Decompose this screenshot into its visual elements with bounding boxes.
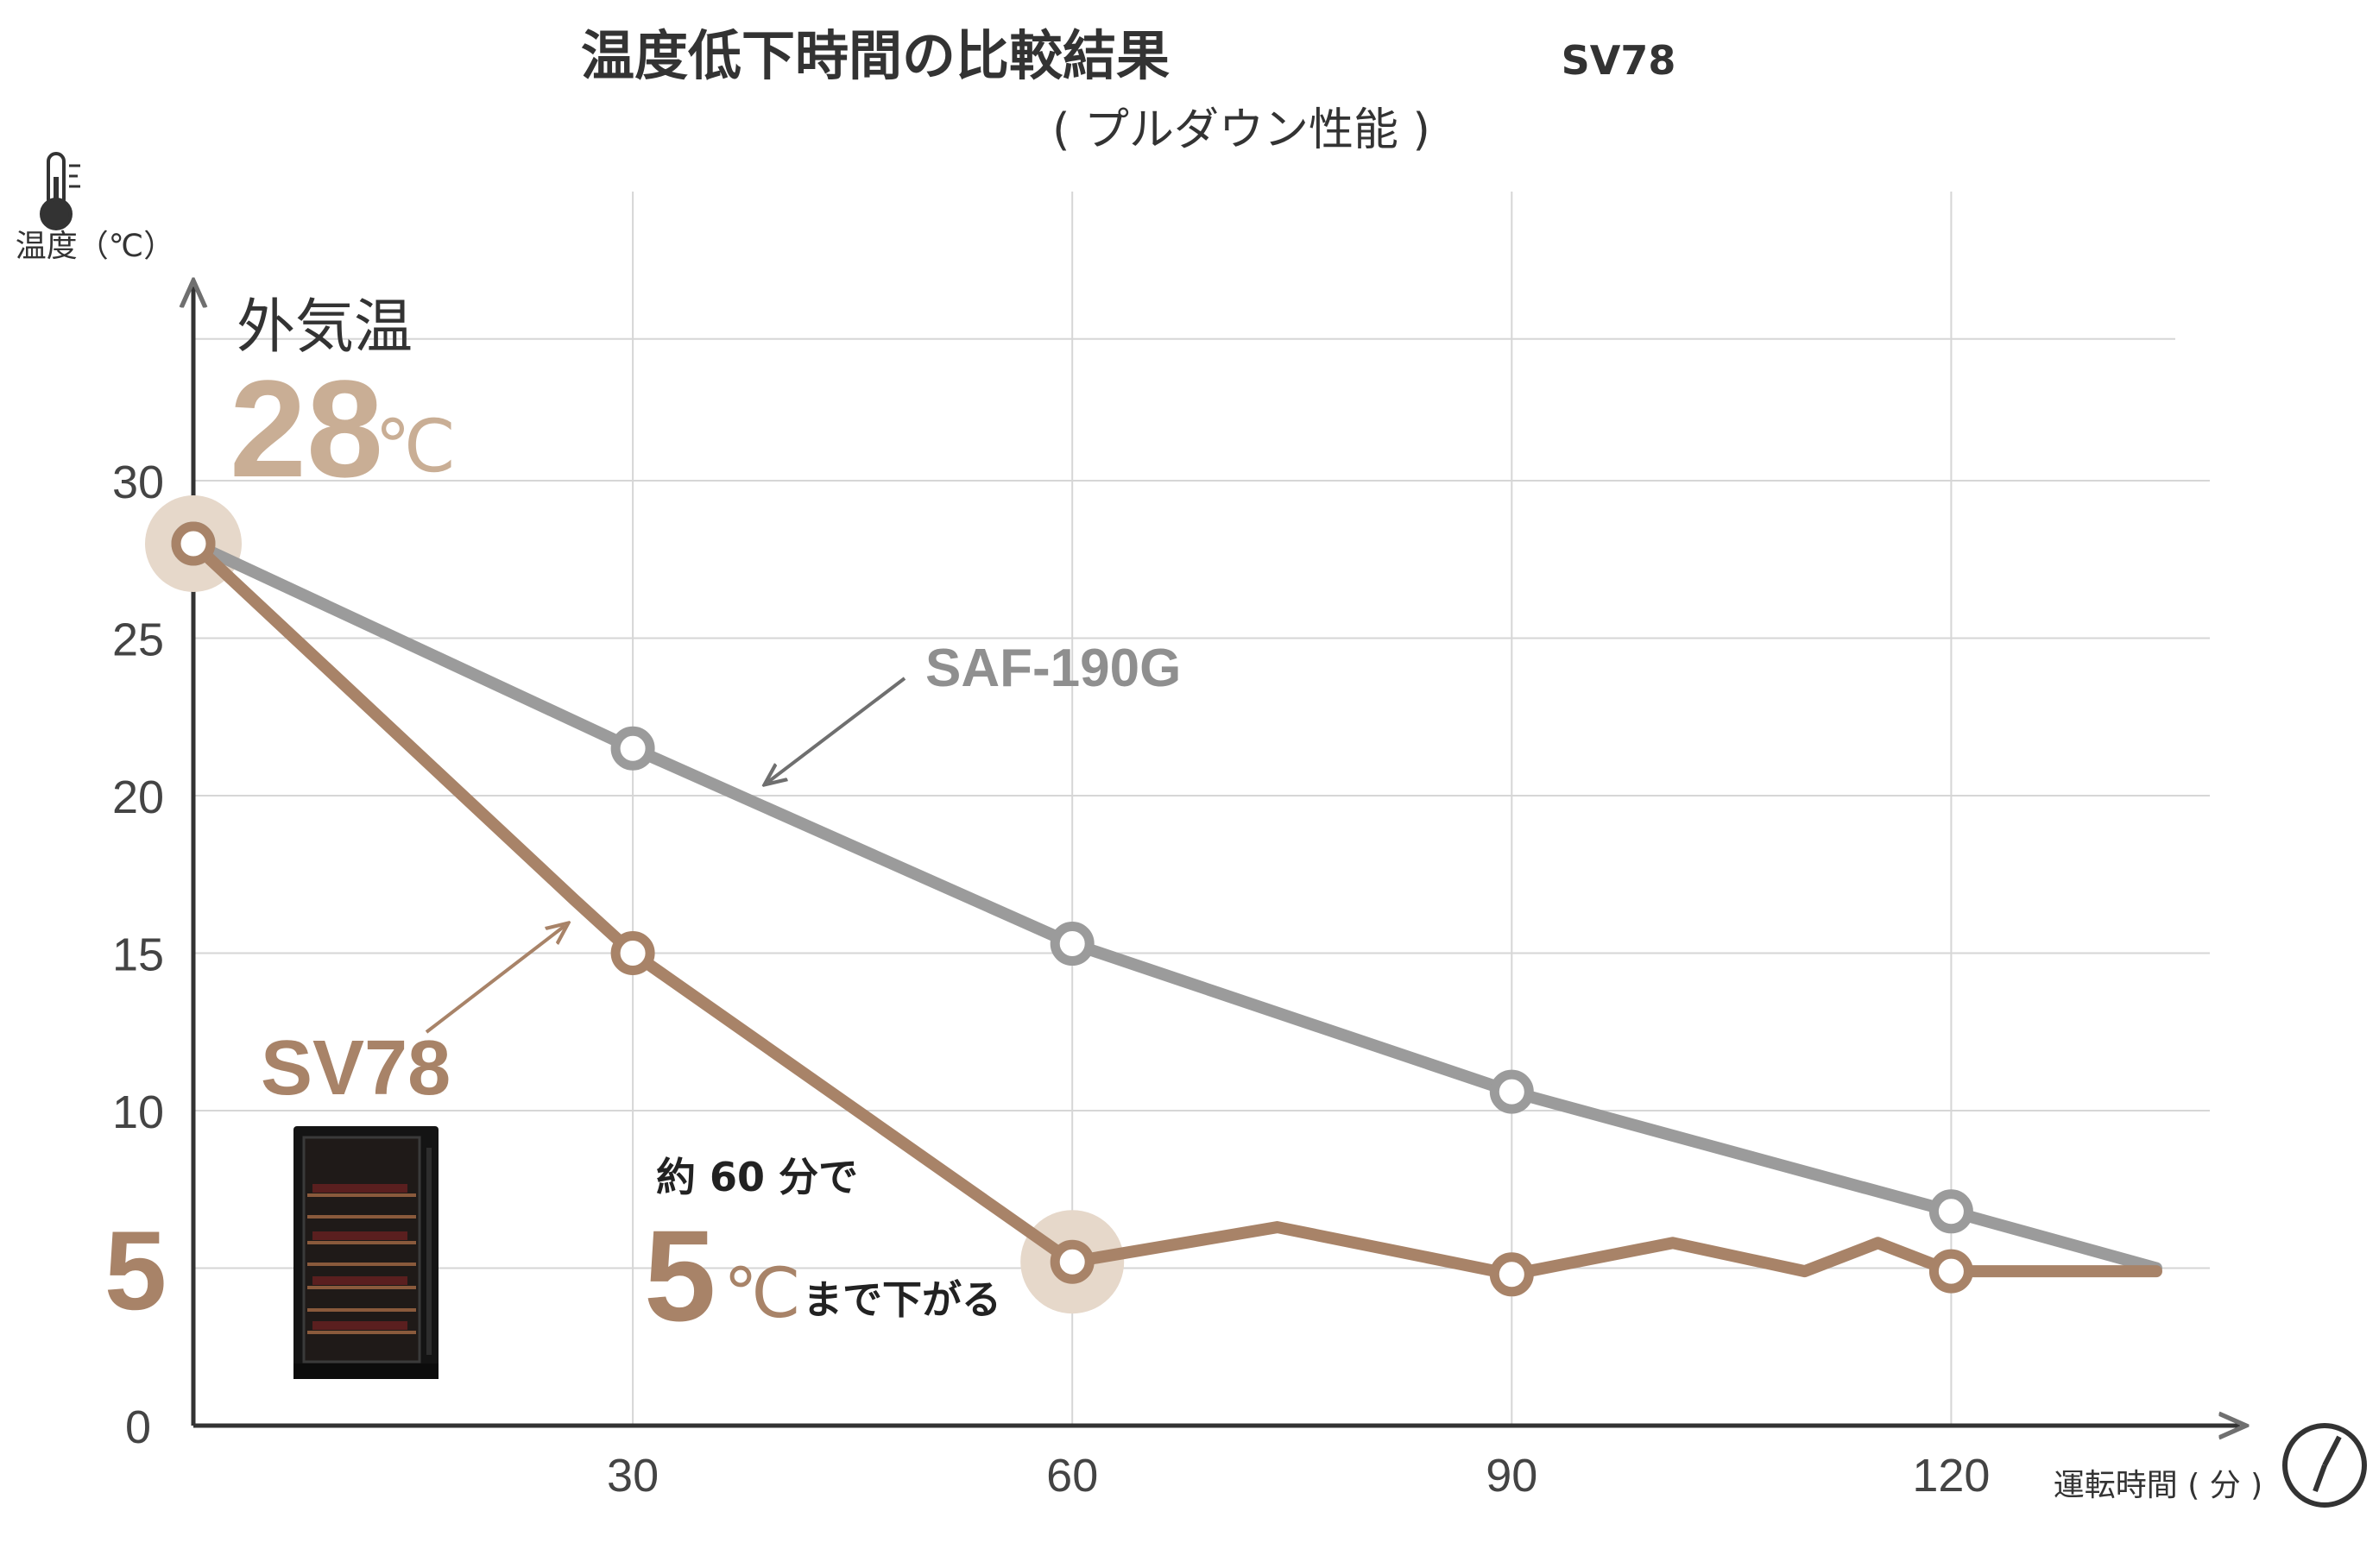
data-point-sv78 [1928,1249,1973,1294]
clock-icon [2282,1423,2367,1508]
grid-lines [193,192,2210,1426]
thermometer-icon [40,152,80,230]
x-axis-ticks: 30 60 90 120 [607,1450,1990,1502]
chart-title: 温度低下時間の比較結果 [581,24,1170,87]
chart-subtitle: ( プルダウン性能 ) [1052,104,1430,156]
y-highlight-value: 5 [104,1207,167,1333]
y-axis-label: 温度（℃） [16,229,174,264]
sv78-series-label: SV78 [261,1025,451,1111]
data-point-saf-190g [610,726,655,771]
y-tick-label: 30 [112,457,164,508]
ambient-unit: ℃ [375,404,456,488]
y-tick-label: 20 [112,771,164,823]
x-tick-label: 90 [1486,1450,1537,1502]
series-markers [171,521,1973,1297]
data-point-saf-190g [1489,1069,1534,1114]
wine-cellar-product-image [293,1126,439,1379]
y-axis-ticks: 0 10 15 20 25 30 [112,457,164,1453]
y-tick-label: 10 [112,1086,164,1138]
data-point-sv78 [1489,1252,1534,1297]
y-tick-label: 25 [112,614,164,666]
data-point-sv78 [1050,1239,1095,1284]
x-tick-label: 30 [607,1450,659,1502]
pulldown-note-unit: ℃ [723,1253,801,1333]
saf-190g-pointer-arrow [768,677,906,782]
ambient-value: 28 [230,351,383,506]
saf-190g-series-label: SAF-190G [925,639,1181,698]
sv78-pointer-arrow [425,926,565,1034]
ambient-label: 外気温 [237,293,413,362]
pulldown-note-line1: 約 60 分で [656,1154,858,1200]
x-tick-label: 120 [1912,1450,1990,1502]
x-tick-label: 60 [1046,1450,1098,1502]
series-line-saf-190g [187,538,2162,1275]
pulldown-note-line2: まで下がる [803,1276,1001,1323]
chart-model-label: SV78 [1562,37,1676,84]
y-tick-label: 15 [112,929,164,981]
data-point-saf-190g [1050,922,1095,967]
y-tick-label: 0 [125,1401,151,1453]
data-point-saf-190g [1928,1189,1973,1234]
data-point-sv78 [610,931,655,975]
x-axis-label: 運転時間 ( 分 ) [2054,1468,2262,1503]
data-point-sv78 [171,521,216,566]
pulldown-note-value: 5 [644,1203,716,1348]
